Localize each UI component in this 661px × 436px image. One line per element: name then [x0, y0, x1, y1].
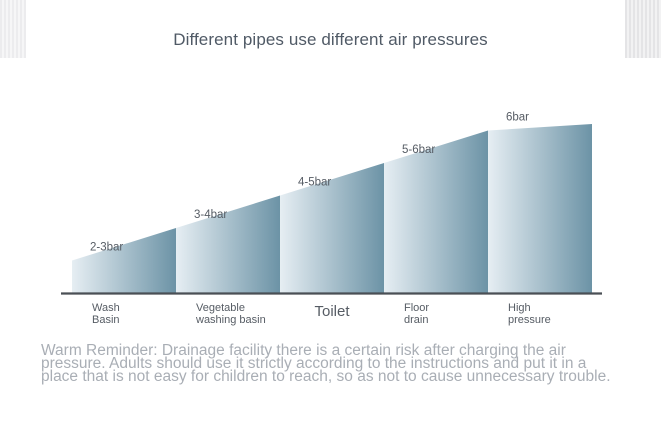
- category-label: High pressure: [508, 302, 551, 326]
- bars-layer: [61, 124, 602, 295]
- value-label: 6bar: [506, 112, 529, 124]
- value-label: 5-6bar: [402, 144, 435, 156]
- category-label: Toilet: [314, 303, 350, 320]
- frame-edge-right: [625, 0, 661, 58]
- bar-wash-basin: [72, 228, 176, 293]
- bar-floor-drain: [384, 130, 488, 293]
- category-label: Vegetable washing basin: [195, 302, 266, 326]
- value-label: 4-5bar: [298, 177, 331, 189]
- bar-toilet: [280, 163, 384, 293]
- value-label: 2-3bar: [90, 242, 123, 254]
- frame-edge-left: [0, 0, 26, 58]
- category-label: Floor drain: [404, 302, 429, 326]
- bar-high-pressure: [488, 124, 592, 293]
- value-label: 3-4bar: [194, 209, 227, 221]
- chart-title: Different pipes use different air pressu…: [173, 30, 488, 49]
- labels-layer: 2-3bar Wash Basin 3-4bar Vegetable washing ba…: [90, 112, 551, 327]
- warm-reminder-text: Warm Reminder: Drainage facility there i…: [41, 342, 611, 385]
- category-label: Wash Basin: [92, 302, 120, 326]
- bar-vegetable-washing-basin: [176, 195, 280, 293]
